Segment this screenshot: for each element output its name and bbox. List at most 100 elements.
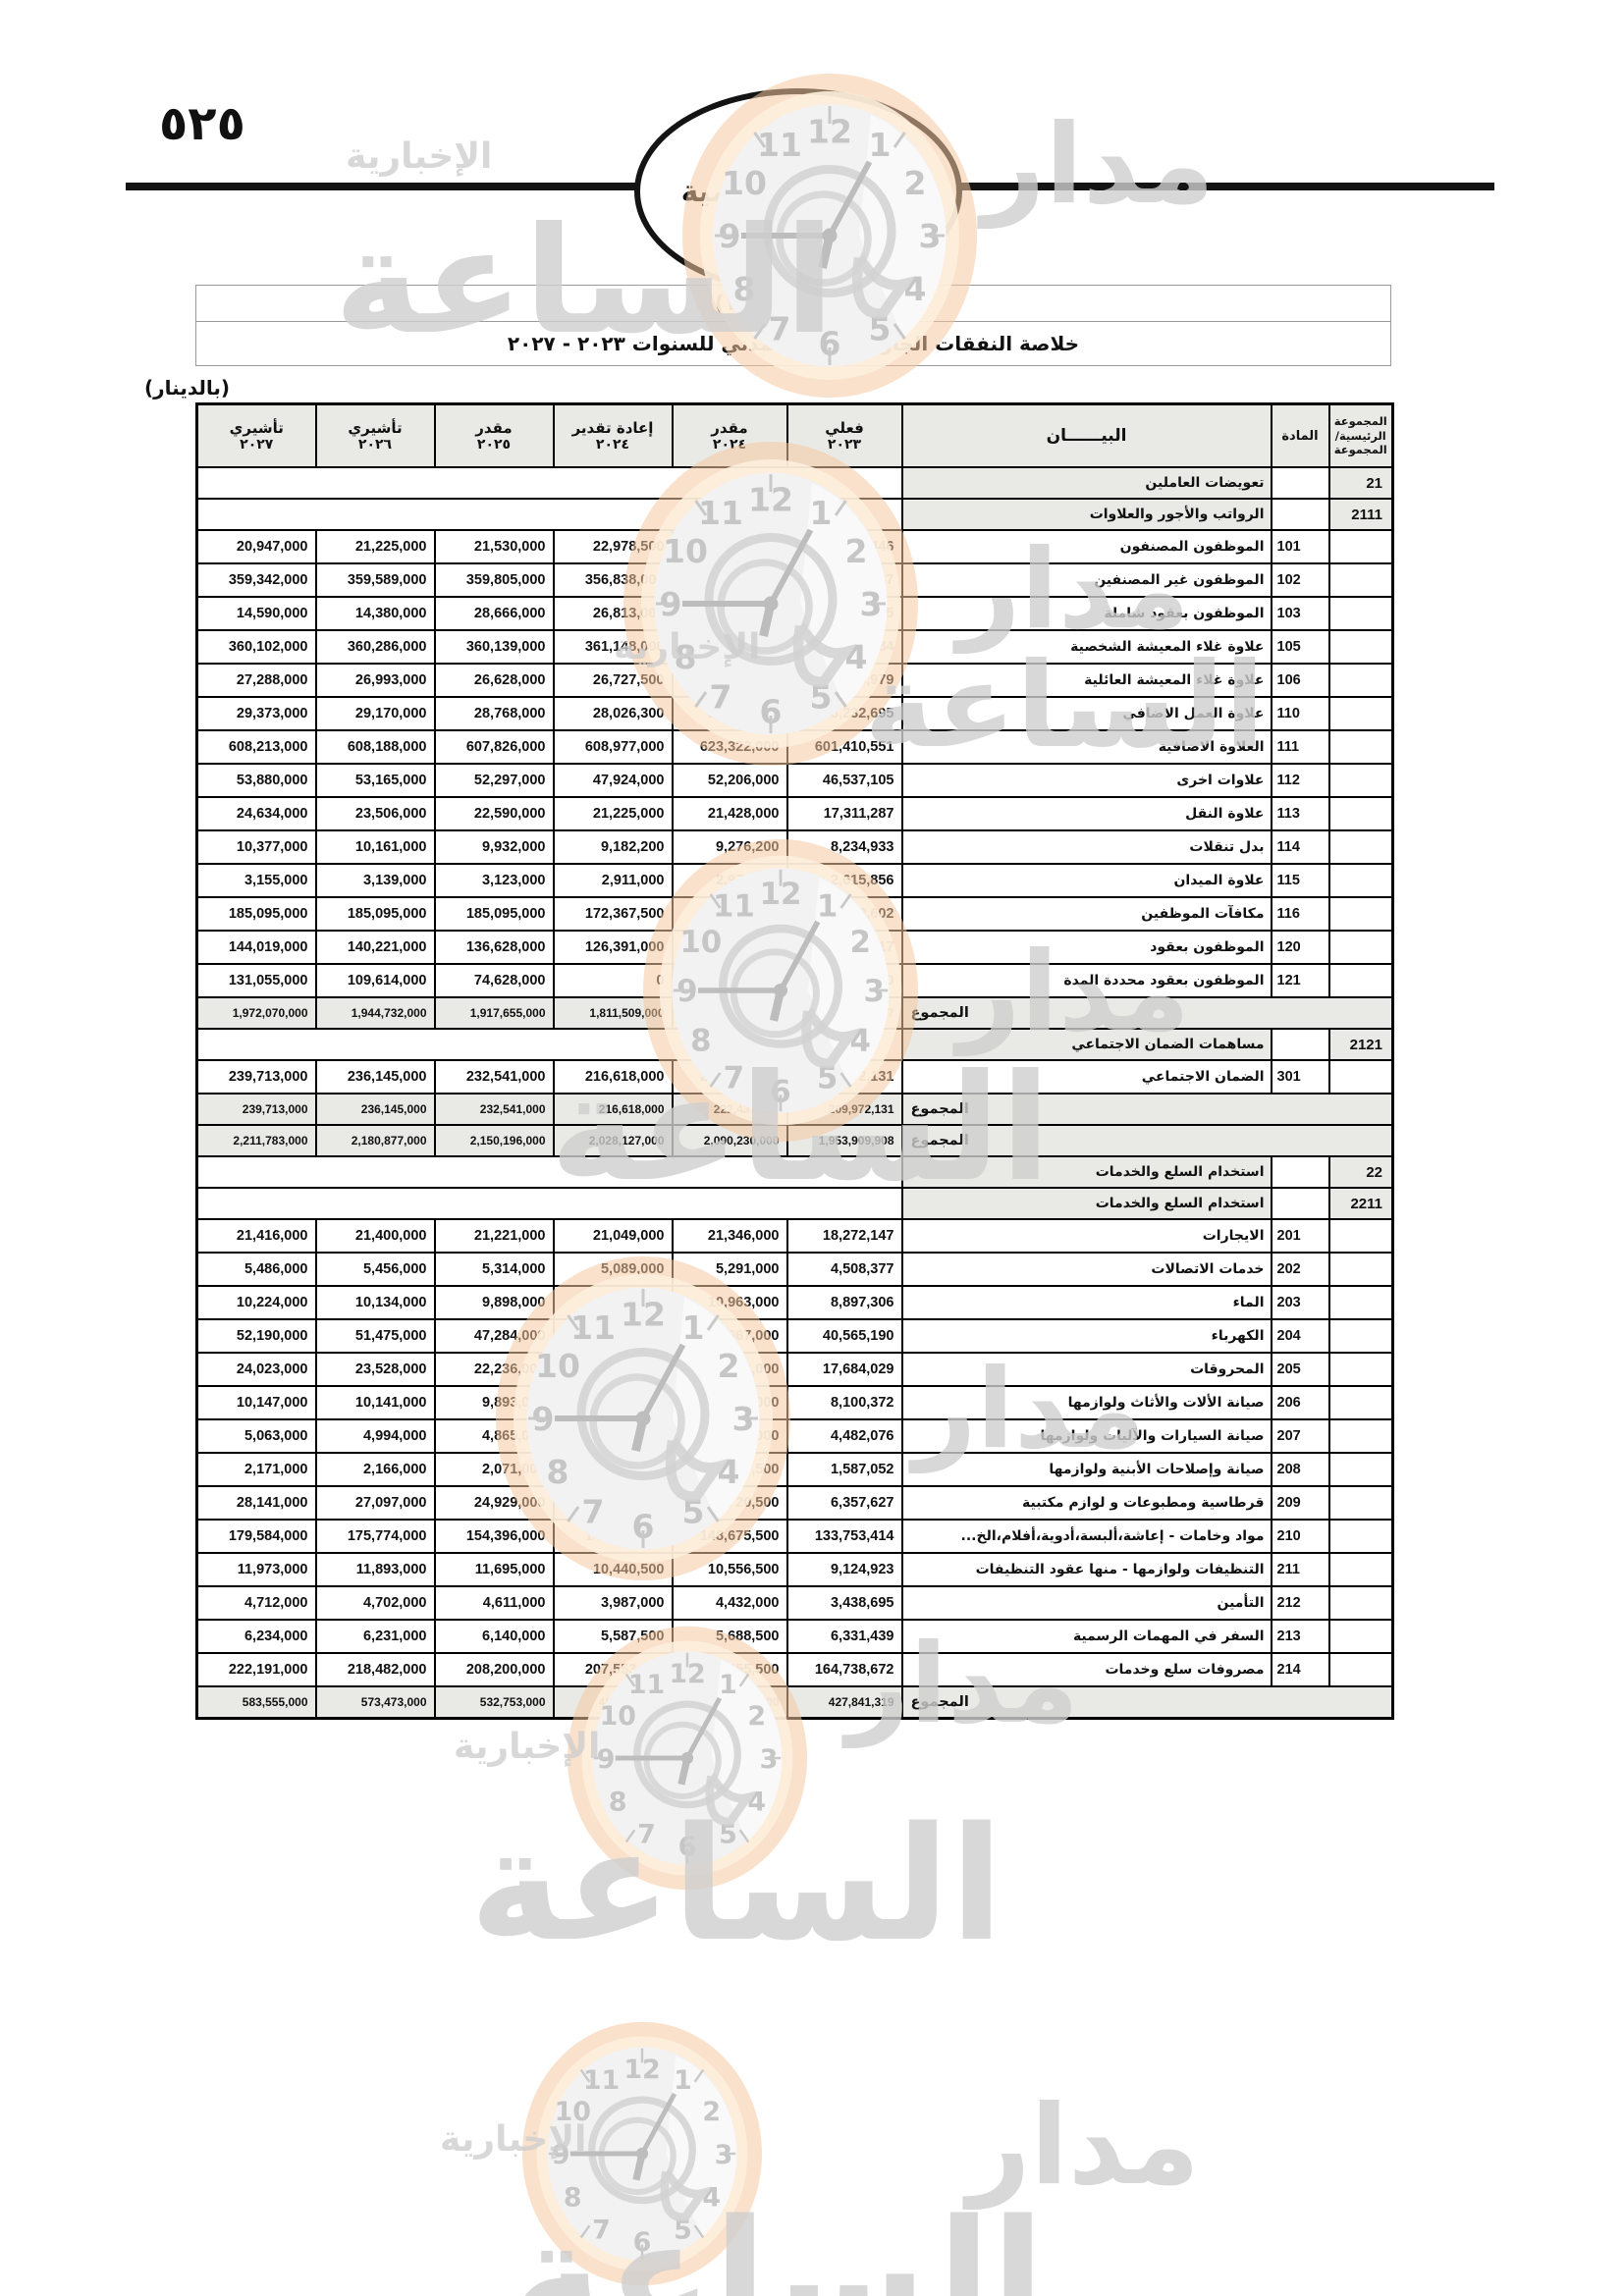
section-label-cell: الرواتب والأجور والعلاوات — [900, 498, 1272, 531]
value-cell: 5,063,000 — [195, 1418, 317, 1454]
value-cell: 372,637,000 — [671, 629, 788, 665]
value-cell: 4,865,000 — [433, 1418, 555, 1454]
section-row: استخدام السلع والخدمات 22 — [195, 1155, 1394, 1189]
value-cell: 5,587,500 — [552, 1619, 674, 1654]
total-value-cell: 239,713,000 — [195, 1093, 317, 1126]
value-cell: 10,963,000 — [671, 1285, 788, 1320]
article-cell — [1270, 1187, 1330, 1220]
masthead-oval: الجريدة الرسمية — [634, 88, 962, 294]
value-cell: 232,541,000 — [433, 1059, 555, 1095]
value-cell: 132,236,000 — [671, 930, 788, 965]
group-code-cell — [1327, 829, 1394, 865]
value-cell: 140,221,000 — [314, 930, 436, 965]
group-code-cell — [1327, 529, 1394, 564]
value-cell: 52,190,000 — [195, 1318, 317, 1354]
value-cell: 608,188,000 — [314, 729, 436, 765]
value-cell: 113,656,117 — [785, 930, 903, 965]
article-cell — [1270, 1028, 1330, 1061]
article-cell: 120 — [1270, 930, 1330, 965]
value-cell: 10,147,000 — [195, 1385, 317, 1420]
value-cell: 26,628,000 — [433, 663, 555, 698]
total-value-cell: 1,811,509,000 — [552, 996, 674, 1030]
group-code-cell — [1327, 1218, 1394, 1254]
value-cell: 51,475,000 — [314, 1318, 436, 1354]
group-code-cell — [1327, 963, 1394, 998]
group-code-cell — [1327, 1059, 1394, 1095]
value-cell: 21,416,000 — [195, 1218, 317, 1254]
total-value-cell: 1,944,732,000 — [314, 996, 436, 1030]
description-cell: الضمان الاجتماعي — [900, 1059, 1272, 1095]
description-cell: الموظفون المصنفون — [900, 529, 1272, 564]
group-code-cell — [1327, 562, 1394, 598]
value-cell: 52,297,000 — [433, 763, 555, 798]
value-cell: 21,221,000 — [433, 1218, 555, 1254]
watermark-tagline: الإخبارية — [346, 136, 493, 177]
item-row: 14,590,000 14,380,000 28,666,000 26,813,000… — [195, 596, 1394, 631]
watermark-tagline: الإخبارية — [440, 2119, 587, 2160]
total-value-cell: 532,753,000 — [433, 1685, 555, 1720]
watermark-brand: مدار — [982, 101, 1215, 229]
value-cell: 4,712,000 — [195, 1585, 317, 1621]
value-cell: 0 — [552, 963, 674, 998]
item-row: 360,102,000 360,286,000 360,139,000 361,148… — [195, 629, 1394, 665]
value-cell: 23,067,685 — [785, 596, 903, 631]
description-cell: الايجارات — [900, 1218, 1272, 1254]
value-cell: 28,666,000 — [433, 596, 555, 631]
watermark-brand: الساعة — [511, 2185, 1046, 2296]
article-cell: 202 — [1270, 1252, 1330, 1287]
value-cell: 17,311,287 — [785, 796, 903, 831]
group-code-cell: 21 — [1327, 466, 1394, 500]
total-value-cell: 2,180,877,000 — [314, 1124, 436, 1157]
group-code-cell — [1327, 1318, 1394, 1354]
article-cell: 121 — [1270, 963, 1330, 998]
value-cell: 7,720,500 — [671, 1485, 788, 1521]
article-cell: 212 — [1270, 1585, 1330, 1621]
article-cell: 209 — [1270, 1485, 1330, 1521]
value-cell: 20,947,000 — [195, 529, 317, 564]
item-row: 20,947,000 21,225,000 21,530,000 22,978,500… — [195, 529, 1394, 564]
value-cell: 185,095,000 — [433, 896, 555, 932]
total-value-cell: 573,473,000 — [314, 1685, 436, 1720]
value-cell: 7,439,500 — [552, 1485, 674, 1521]
article-cell: 301 — [1270, 1059, 1330, 1095]
group-code-cell — [1327, 1418, 1394, 1454]
article-cell: 207 — [1270, 1418, 1330, 1454]
value-cell: 9,182,200 — [552, 829, 674, 865]
description-cell: التنظيفات ولوازمها - منها عقود التنظيفات — [900, 1552, 1272, 1587]
value-cell: 10,377,000 — [195, 829, 317, 865]
description-cell: المحروقات — [900, 1352, 1272, 1387]
col-header-description: البيــــــان — [900, 402, 1272, 468]
article-cell: 211 — [1270, 1552, 1330, 1587]
value-cell: 608,977,000 — [552, 729, 674, 765]
value-cell: 24,929,000 — [433, 1485, 555, 1521]
value-cell: 2,071,000 — [433, 1452, 555, 1487]
value-cell: 46,537,105 — [785, 763, 903, 798]
value-cell: 4,508,377 — [785, 1252, 903, 1287]
item-row: 10,147,00010,141,0009,893,0009,511,0009,… — [195, 1385, 1394, 1420]
group-code-cell — [1327, 930, 1394, 965]
value-cell: 26,727,500 — [552, 663, 674, 698]
value-cell: 360,102,000 — [195, 629, 317, 665]
budget-document: جدول رقم (١٦) خلاصة النفقات الجارية للجه… — [144, 285, 1394, 1720]
item-row: 6,234,000 6,231,000 6,140,000 5,587,500 5,68… — [195, 1619, 1394, 1654]
total-value-cell: 525,031,000 — [671, 1685, 788, 1720]
value-cell: 21,530,000 — [433, 529, 555, 564]
value-cell: 4,702,000 — [314, 1585, 436, 1621]
value-cell: 9,893,000 — [433, 1385, 555, 1420]
article-cell: 112 — [1270, 763, 1330, 798]
value-cell: 623,322,000 — [671, 729, 788, 765]
section-row: استخدام السلع والخدمات 2211 — [195, 1187, 1394, 1220]
value-cell: 2,166,000 — [314, 1452, 436, 1487]
value-cell: 23,232,695 — [785, 696, 903, 731]
empty-values-cell — [195, 498, 903, 531]
value-cell: 360,139,000 — [433, 629, 555, 665]
value-cell: 175,774,000 — [314, 1519, 436, 1554]
value-cell: 359,805,000 — [433, 562, 555, 598]
value-cell: 27,288,000 — [195, 663, 317, 698]
description-cell: علاوة غلاء المعيشة الشخصية — [900, 629, 1272, 665]
value-cell: 9,913,000 — [671, 1385, 788, 1420]
value-cell: 368,506,000 — [671, 562, 788, 598]
description-cell: بدل تنقلات — [900, 829, 1272, 865]
description-cell: صيانة وإصلاحات الأبنية ولوازمها — [900, 1452, 1272, 1487]
